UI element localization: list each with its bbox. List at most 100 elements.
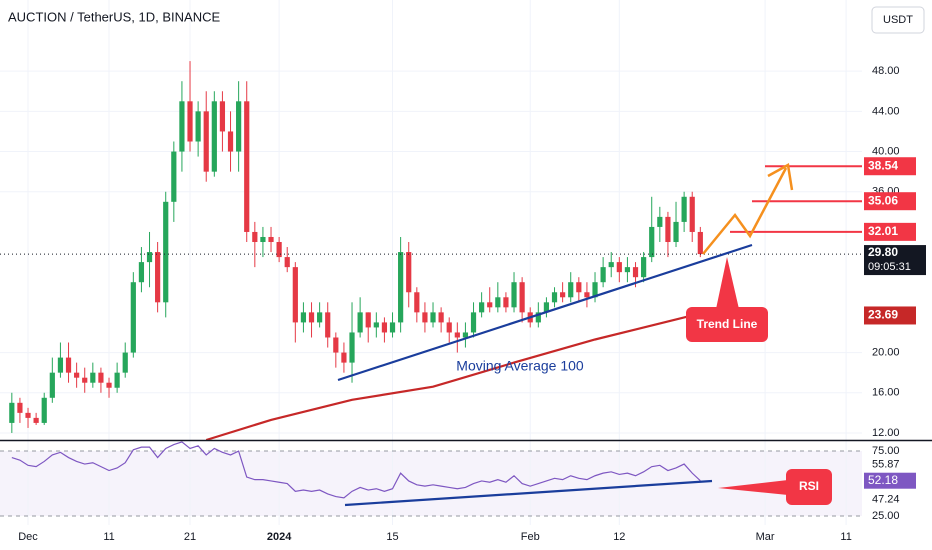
- candle-body: [438, 312, 444, 323]
- x-tick-label: 11: [840, 531, 851, 543]
- candle-body: [584, 292, 590, 298]
- candle-body: [333, 337, 339, 353]
- y-tick-label: 40.00: [872, 145, 900, 157]
- candle-body: [260, 236, 266, 243]
- candle-body: [365, 312, 371, 328]
- candle-body: [551, 292, 558, 303]
- y-tick-label: 12.00: [872, 427, 900, 439]
- candle-body: [171, 151, 177, 202]
- candle-body: [681, 196, 687, 222]
- candle-body: [211, 101, 217, 172]
- rsi-line: [11, 441, 701, 499]
- candle-body: [82, 377, 88, 383]
- candle-body: [276, 242, 282, 258]
- candle-body: [268, 236, 274, 243]
- candle-body: [203, 111, 209, 172]
- y-tick-label: 75.00: [872, 445, 900, 457]
- axes: Dec 11 21 2024 15 Feb 12 Mar 1112.0016.0020.0036…: [18, 65, 926, 543]
- candle-body: [503, 297, 509, 308]
- candle-body: [25, 412, 31, 418]
- rsi-marker-label: 47.24: [872, 494, 900, 506]
- projection-arrow: [702, 167, 788, 255]
- candle-body: [689, 196, 695, 232]
- candle-body: [227, 131, 234, 152]
- candle-body: [495, 297, 501, 308]
- rsi-trend-line: [344, 479, 713, 507]
- callout-pointer: [718, 480, 788, 495]
- level-label-box: [864, 157, 916, 176]
- candle-body: [9, 402, 15, 423]
- x-tick-label: Mar: [756, 531, 775, 543]
- candle-body: [114, 372, 120, 388]
- candle-body: [325, 312, 331, 338]
- candle-body: [138, 262, 145, 283]
- candle-body: [65, 357, 72, 373]
- callout-text: RSI: [799, 479, 819, 493]
- x-tick-label: Dec: [18, 531, 38, 543]
- candle-body: [155, 252, 161, 303]
- trend-line: [337, 243, 753, 382]
- candle-body: [130, 282, 136, 353]
- candle-body: [195, 111, 201, 142]
- candle-body: [373, 322, 379, 328]
- candle-body: [98, 372, 104, 383]
- level-label: 38.54: [868, 158, 898, 172]
- callout-box: [786, 469, 832, 505]
- candle-body: [454, 332, 460, 338]
- moving-average: [205, 314, 693, 442]
- candle-body: [616, 262, 622, 273]
- ma-label: Moving Average 100: [456, 358, 584, 374]
- candle-body: [422, 312, 428, 323]
- candle-body: [90, 372, 96, 383]
- candle-body: [33, 417, 39, 423]
- y-tick-label: 25.00: [872, 510, 900, 522]
- candle-body: [252, 231, 258, 243]
- candle-body: [600, 267, 606, 283]
- candle-body: [487, 302, 493, 308]
- candle-body: [381, 322, 388, 333]
- candle-body: [49, 372, 55, 398]
- candle-body: [357, 312, 363, 333]
- candle-body: [398, 252, 404, 323]
- currency-label[interactable]: USDT: [883, 14, 913, 26]
- currency-button[interactable]: [871, 6, 925, 34]
- candle-body: [74, 372, 80, 378]
- x-tick-label: 2024: [267, 531, 292, 543]
- ma-value-label: 23.69: [868, 308, 898, 322]
- last-price-label: 29.80: [868, 245, 898, 259]
- candle-body: [300, 312, 307, 323]
- level-label-box: [864, 192, 916, 211]
- candle-body: [349, 332, 355, 363]
- candle-body: [519, 282, 525, 313]
- candle-body: [146, 252, 153, 263]
- callout-text: Trend Line: [697, 317, 758, 331]
- candle-body: [284, 257, 290, 268]
- candle-body: [163, 201, 169, 303]
- last-price-box: [864, 245, 926, 276]
- ma-label-box: [864, 306, 916, 325]
- candle-body: [389, 322, 396, 333]
- candle-body: [576, 282, 582, 293]
- y-tick-label: 16.00: [872, 387, 900, 399]
- time-axis: [0, 525, 862, 550]
- rsi-value-box: [864, 472, 916, 489]
- x-tick-label: Feb: [521, 531, 540, 543]
- candle-body: [535, 312, 541, 323]
- candle-body: [470, 312, 477, 333]
- candle-body: [624, 267, 631, 273]
- chart-title: AUCTION / TetherUS, 1D, BINANCE: [8, 9, 220, 24]
- y-tick-label: 44.00: [872, 105, 900, 117]
- candle-body: [641, 257, 647, 278]
- candle-body: [608, 262, 614, 268]
- candle-body: [511, 282, 517, 308]
- candle-body: [462, 332, 469, 338]
- candle-body: [292, 267, 298, 323]
- level-label-box: [864, 222, 916, 241]
- candle-body: [568, 282, 574, 298]
- candle-body: [592, 282, 598, 298]
- countdown-label: 09:05:31: [868, 261, 911, 273]
- candle-body: [649, 226, 655, 258]
- candle-body: [414, 292, 420, 313]
- rsi-value-label: 52.18: [868, 473, 898, 487]
